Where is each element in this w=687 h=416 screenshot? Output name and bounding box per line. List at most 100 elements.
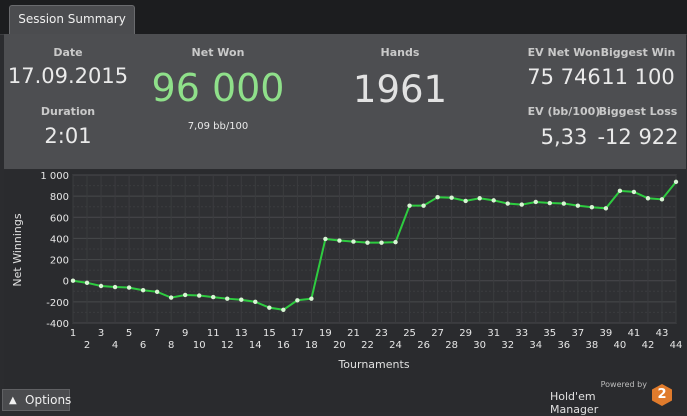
data-point	[309, 296, 314, 301]
x-tick-label: 19	[319, 328, 332, 339]
x-tick-label: 44	[670, 340, 683, 351]
duration-label: Duration	[40, 105, 96, 118]
data-point	[211, 294, 216, 300]
y-tick-label: 600	[50, 213, 69, 224]
x-tick-label: 35	[543, 328, 556, 339]
powered-by-text: Powered by	[600, 380, 647, 389]
ev-net-won-label: EV Net Won	[527, 46, 601, 59]
data-point	[603, 206, 609, 211]
chevron-up-icon: ▲	[9, 395, 17, 406]
data-point	[239, 297, 244, 302]
ev-net-won-value: 75 746	[527, 65, 601, 89]
data-point	[70, 278, 76, 283]
data-point	[197, 293, 202, 298]
x-tick-label: 1	[70, 328, 76, 339]
x-tick-label: 31	[487, 328, 500, 339]
x-tick-label: 42	[642, 340, 655, 351]
data-point	[351, 239, 356, 244]
data-point	[140, 288, 146, 293]
tab-bar: Session Summary	[0, 0, 687, 35]
data-point	[253, 299, 258, 305]
data-point	[449, 195, 454, 200]
x-tick-label: 16	[277, 340, 290, 351]
y-tick-label: 200	[50, 256, 69, 267]
data-point	[393, 239, 398, 245]
x-tick-label: 20	[333, 340, 346, 351]
y-tick-label: -400	[46, 319, 69, 330]
data-point	[617, 188, 623, 194]
data-point	[168, 295, 174, 300]
data-point	[379, 240, 384, 245]
data-point	[154, 289, 160, 295]
x-tick-label: 14	[249, 340, 262, 351]
data-point	[491, 198, 496, 203]
data-point	[533, 199, 538, 205]
options-label: Options	[25, 393, 72, 407]
data-point	[575, 203, 581, 208]
x-tick-label: 27	[431, 328, 444, 339]
x-tick-label: 7	[154, 328, 160, 339]
y-axis-ticks: 1 000 800 600 400 200 0 -200 -400	[40, 171, 69, 330]
data-point	[589, 205, 595, 210]
x-tick-label: 37	[571, 328, 584, 339]
x-tick-label: 6	[140, 340, 146, 351]
data-point	[182, 292, 188, 298]
series-line	[72, 181, 677, 311]
x-tick-label: 15	[263, 328, 276, 339]
data-point	[407, 203, 412, 208]
data-point	[365, 240, 370, 245]
y-tick-label: 400	[50, 234, 69, 245]
data-point	[84, 280, 90, 286]
data-point	[98, 283, 104, 289]
holdem-manager-logo-icon: 2	[652, 384, 672, 406]
ev-bb-label: EV (bb/100)	[527, 105, 601, 118]
data-point	[267, 305, 272, 310]
data-point	[463, 198, 468, 204]
data-point	[281, 307, 286, 312]
data-point	[421, 203, 426, 208]
data-point	[547, 200, 552, 206]
x-tick-label: 41	[628, 328, 641, 339]
tab-session-summary[interactable]: Session Summary	[9, 5, 135, 34]
y-tick-label: 0	[63, 277, 69, 288]
y-tick-label: 1 000	[40, 171, 69, 182]
x-tick-label: 26	[417, 340, 430, 351]
x-tick-label: 18	[305, 340, 318, 351]
data-point	[631, 189, 637, 195]
x-tick-label: 4	[112, 340, 118, 351]
biggest-win-value: 11 100	[601, 65, 675, 89]
chart-panel: 1 000 800 600 400 200 0 -200 -400 1 2 3 4 5 6 7 8 9 10 11…	[4, 170, 686, 412]
ev-bb-value: 5,33	[540, 125, 588, 149]
x-tick-label: 9	[182, 328, 188, 339]
hands-value: 1961	[352, 68, 448, 111]
data-point	[225, 296, 230, 301]
x-tick-label: 11	[207, 328, 220, 339]
x-tick-label: 24	[389, 340, 402, 351]
date-value: 17.09.2015	[7, 64, 129, 88]
series-points	[70, 179, 679, 312]
x-tick-label: 38	[585, 340, 598, 351]
y-tick-label: 800	[50, 192, 69, 203]
biggest-win-label: Biggest Win	[600, 46, 676, 59]
x-tick-label: 17	[291, 328, 304, 339]
y-tick-label: -200	[46, 298, 69, 309]
data-point	[659, 197, 665, 202]
x-tick-label: 29	[459, 328, 472, 339]
net-won-label: Net Won	[191, 46, 245, 59]
data-point	[519, 202, 524, 207]
x-tick-label: 5	[126, 328, 132, 339]
chart-grid	[72, 174, 677, 324]
options-button[interactable]: ▲ Options	[2, 389, 72, 411]
x-axis-label: Tournaments	[337, 358, 409, 371]
x-tick-label: 36	[557, 340, 570, 351]
x-tick-label: 33	[515, 328, 528, 339]
x-tick-label: 23	[375, 328, 388, 339]
duration-value: 2:01	[44, 124, 92, 148]
data-point	[505, 201, 510, 206]
biggest-loss-label: Biggest Loss	[598, 105, 678, 118]
data-point	[561, 201, 567, 206]
x-axis-ticks: 1234567891011121314151617181920212223242…	[70, 328, 683, 351]
brand-block: Powered by Hold'em Manager 2	[550, 380, 680, 416]
x-tick-label: 40	[614, 340, 627, 351]
